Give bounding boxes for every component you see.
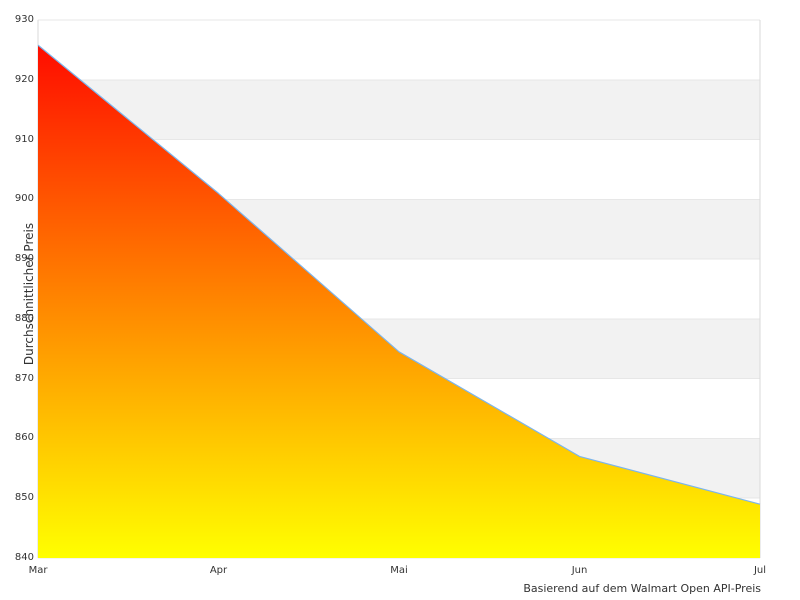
plot-band bbox=[38, 79, 760, 140]
area-series-line bbox=[37, 44, 761, 505]
y-axis-tick-label: 850 bbox=[14, 492, 34, 504]
y-axis-tick-label: 860 bbox=[14, 432, 34, 444]
x-axis-tick-label: Mai bbox=[390, 565, 408, 576]
x-axis-tick-label: Jul bbox=[753, 565, 767, 576]
y-axis-title: Durchschnittlicher Preis bbox=[22, 222, 36, 366]
x-axis-tick-label: Apr bbox=[209, 565, 228, 576]
chart-caption: Basierend auf dem Walmart Open API-Preis bbox=[523, 582, 761, 595]
x-axis-tick-label: Jun bbox=[571, 565, 588, 576]
y-axis-tick-label: 930 bbox=[14, 14, 34, 25]
y-axis-tick-label: 870 bbox=[14, 372, 34, 384]
y-axis-tick-label: 900 bbox=[14, 193, 34, 205]
y-axis-tick-label: 910 bbox=[14, 133, 34, 145]
y-axis-tick-label: 890 bbox=[14, 253, 34, 265]
area-series-fill bbox=[38, 45, 760, 559]
y-axis-tick-label: 880 bbox=[14, 312, 34, 324]
x-axis-tick-label: Mar bbox=[28, 565, 48, 576]
y-axis-tick-label: 920 bbox=[14, 73, 34, 85]
y-axis-tick-label: 840 bbox=[14, 552, 34, 563]
